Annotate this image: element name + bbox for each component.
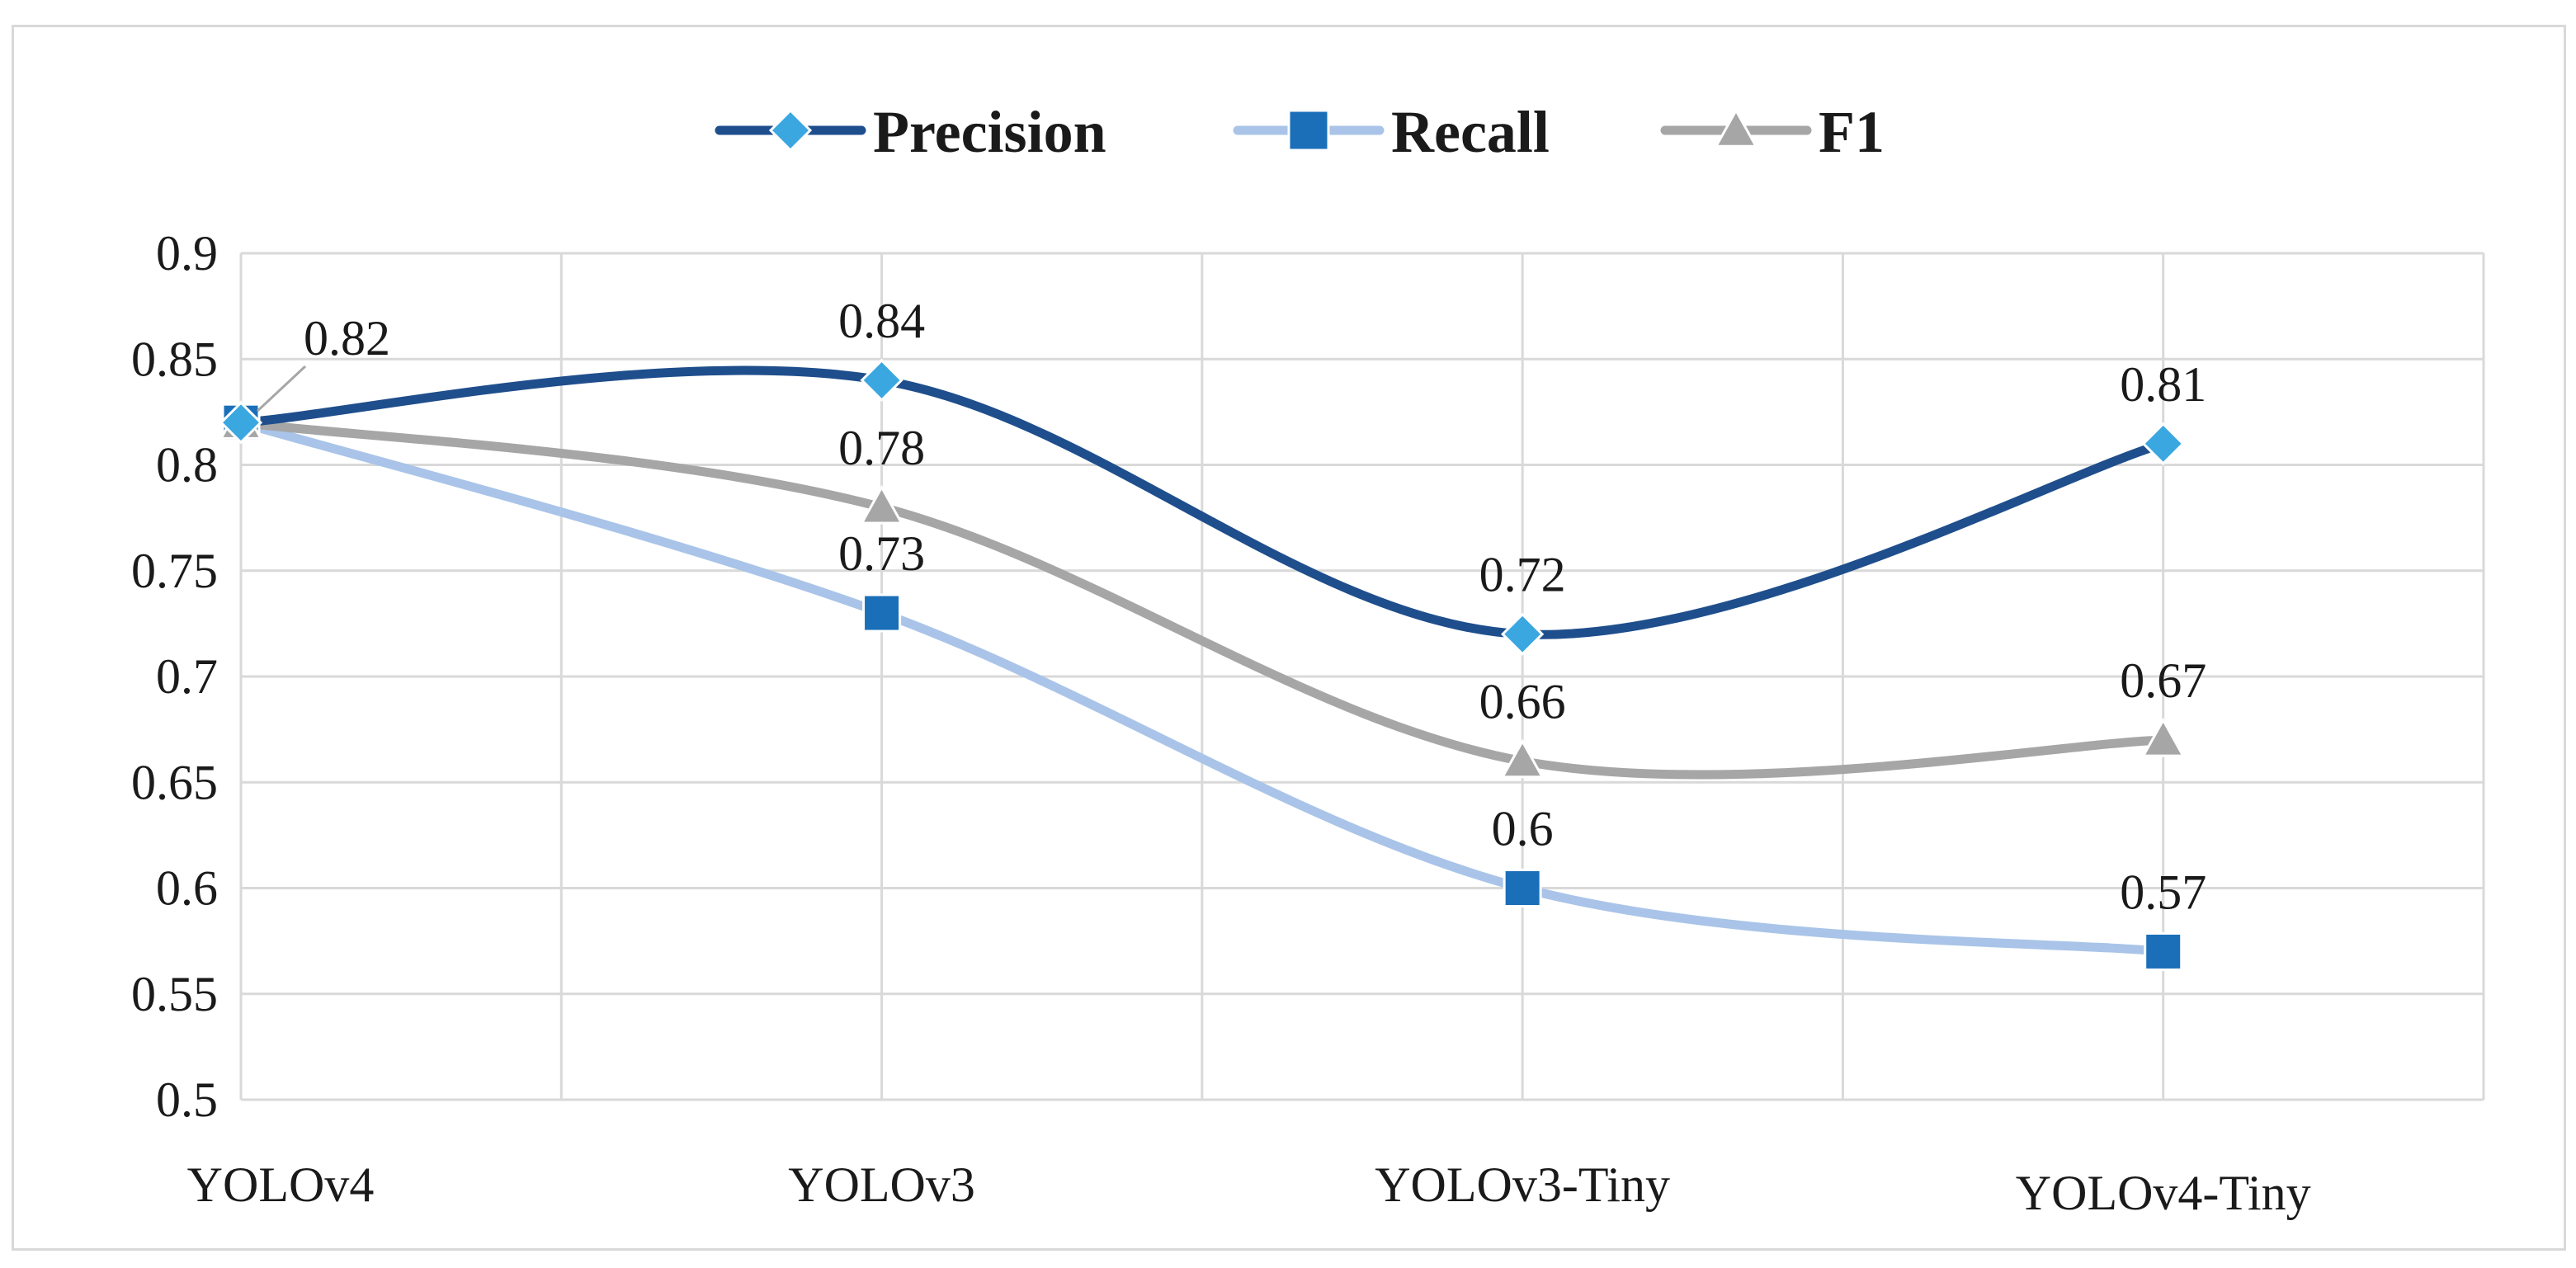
x-tick-label-yolov4: YOLOv4 <box>187 1157 375 1212</box>
marker-recall-yolov4-tiny <box>2144 931 2183 971</box>
y-tick-label: 0.9 <box>156 226 218 280</box>
chart-frame <box>12 25 2566 1251</box>
y-tick-label: 0.75 <box>131 544 218 598</box>
marker-f1-yolov4-tiny <box>2141 717 2186 757</box>
marker-recall-yolov3 <box>862 593 902 633</box>
series-line-f1 <box>236 417 2168 780</box>
marker-precision-yolov4-tiny <box>2141 422 2185 465</box>
x-tick-label-yolov3: YOLOv3 <box>788 1157 975 1212</box>
legend-label-f1: F1 <box>1819 99 1885 165</box>
legend-item-recall: Recall <box>1233 99 1550 165</box>
data-label-precision-yolov4-tiny: 0.81 <box>2120 357 2206 412</box>
y-tick-label: 0.6 <box>156 861 218 916</box>
series-lines <box>236 365 2168 956</box>
marker-f1-yolov3 <box>860 484 904 525</box>
y-axis: 0.5 0.55 0.6 0.65 0.7 0.75 0.8 0.85 0.9 <box>131 226 218 1127</box>
series-markers <box>219 358 2186 971</box>
legend: Precision Recall F1 <box>715 99 1885 165</box>
x-axis: YOLOv4 YOLOv3 YOLOv3-Tiny YOLOv4-Tiny <box>187 1157 2311 1220</box>
legend-label-precision: Precision <box>873 99 1106 165</box>
legend-marker-precision <box>768 108 813 153</box>
y-tick-label: 0.5 <box>156 1072 218 1127</box>
y-tick-label: 0.55 <box>131 967 218 1021</box>
legend-label-recall: Recall <box>1391 99 1550 165</box>
y-tick-label: 0.65 <box>131 755 218 809</box>
marker-f1-yolov3-tiny <box>1500 738 1545 779</box>
data-label-f1-yolov3-tiny: 0.66 <box>1479 675 1566 729</box>
legend-item-f1: F1 <box>1660 99 1885 165</box>
marker-precision-yolov3 <box>860 358 903 403</box>
legend-item-precision: Precision <box>715 99 1106 165</box>
y-tick-label: 0.7 <box>156 649 218 704</box>
y-tick-label: 0.8 <box>156 438 218 493</box>
data-label-precision-yolov3-tiny: 0.72 <box>1479 548 1566 602</box>
leader-line <box>256 365 307 412</box>
data-labels: 0.84 0.72 0.81 0.73 0.6 0.57 0.82 0.78 0.66 0.67 <box>256 294 2206 919</box>
marker-precision-yolov4 <box>219 401 263 445</box>
data-label-f1-yolov4: 0.82 <box>304 311 390 365</box>
series-line-precision <box>236 365 2168 639</box>
marker-precision-yolov3-tiny <box>1501 612 1545 656</box>
data-label-f1-yolov4-tiny: 0.67 <box>2120 653 2206 708</box>
marker-recall-yolov3-tiny <box>1503 869 1542 907</box>
y-tick-label: 0.85 <box>131 332 218 386</box>
data-label-recall-yolov3: 0.73 <box>838 526 925 581</box>
x-tick-label-yolov3-tiny: YOLOv3-Tiny <box>1375 1157 1670 1212</box>
data-label-precision-yolov3: 0.84 <box>838 294 925 348</box>
data-label-f1-yolov3: 0.78 <box>838 421 925 475</box>
x-tick-label-yolov4-tiny: YOLOv4-Tiny <box>2016 1166 2311 1220</box>
data-label-recall-yolov4-tiny: 0.57 <box>2120 865 2206 919</box>
legend-marker-f1 <box>1714 107 1758 148</box>
legend-marker-recall <box>1287 109 1330 152</box>
series-line-recall <box>236 417 2168 956</box>
data-label-recall-yolov3-tiny: 0.6 <box>1492 802 1554 856</box>
